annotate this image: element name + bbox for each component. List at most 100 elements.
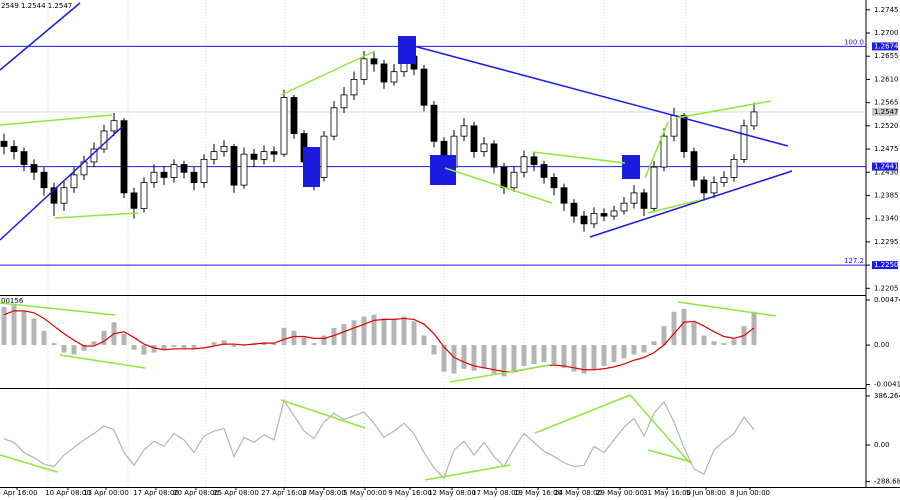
candle-body xyxy=(500,166,508,189)
level-label: 1.2441 xyxy=(874,163,899,171)
histogram-bar xyxy=(651,341,657,346)
candle-body xyxy=(650,166,658,209)
candle-body xyxy=(530,156,538,165)
zone-box xyxy=(622,155,640,179)
histogram-bar xyxy=(671,311,677,346)
y-tick-label: 1.2340 xyxy=(874,215,899,223)
x-tick-label: 19 May 16:00 xyxy=(514,489,562,497)
histogram-bar xyxy=(91,341,97,346)
divergence-line xyxy=(647,199,701,214)
y-tick-label: 1.2475 xyxy=(874,145,899,153)
histogram-bar xyxy=(701,335,707,346)
fib-label: 100.0 xyxy=(844,38,864,46)
candle-body xyxy=(130,192,138,209)
y-tick-label: 1.2430 xyxy=(874,168,899,176)
histogram-bar xyxy=(211,342,217,346)
x-tick-label: 17 May 08:00 xyxy=(472,489,520,497)
y-tick-label: 1.2295 xyxy=(874,238,899,246)
histogram-bar xyxy=(191,345,197,349)
y-tick-label: 386.2645 xyxy=(874,392,900,400)
candle-body xyxy=(690,151,698,181)
candle-body xyxy=(230,146,238,186)
histogram-bar xyxy=(141,345,147,355)
divergence-line xyxy=(647,449,693,463)
candle-body xyxy=(320,135,328,178)
histogram-bar xyxy=(481,345,487,369)
divergence-line xyxy=(280,50,376,96)
candle-body xyxy=(750,111,758,127)
histogram-bar xyxy=(581,345,587,374)
histogram-bar xyxy=(621,345,627,359)
histogram-bar xyxy=(281,327,287,346)
candle-body xyxy=(660,135,668,168)
histogram-bar xyxy=(71,345,77,355)
y-tick-label: 1.2655 xyxy=(874,52,899,60)
last-price-tag xyxy=(872,107,898,116)
divergence-line xyxy=(424,464,511,481)
trend-line xyxy=(589,170,793,238)
candle-body xyxy=(720,177,728,183)
level-tag xyxy=(872,261,898,270)
candle-body xyxy=(630,192,638,204)
labels: 2549 1.2544 1.2547 00156 xyxy=(1,2,72,305)
candle-body xyxy=(700,179,708,194)
level-tag xyxy=(872,42,898,51)
candle-body xyxy=(420,68,428,106)
histogram-bar xyxy=(291,330,297,346)
histogram-bar xyxy=(461,345,467,369)
y-tick-label: -288.682 xyxy=(874,478,900,486)
candle-body xyxy=(560,187,568,204)
divergence-line xyxy=(280,399,366,429)
candle-body xyxy=(360,58,368,80)
histogram-bar xyxy=(411,321,417,346)
candle-body xyxy=(240,153,248,186)
candle-body xyxy=(710,182,718,194)
candle-body xyxy=(10,146,18,153)
candle-body xyxy=(160,171,168,178)
candle-body xyxy=(600,213,608,217)
candle-body xyxy=(620,202,628,212)
candle-body xyxy=(70,174,78,189)
y-tick-label: 1.2520 xyxy=(874,122,899,130)
candle-body xyxy=(740,125,748,160)
candle-body xyxy=(640,192,648,209)
histogram-bar xyxy=(11,305,17,346)
indicator-label: 00156 xyxy=(1,297,24,305)
histogram-bar xyxy=(721,343,727,346)
candle-body xyxy=(170,164,178,178)
histogram-bar xyxy=(641,345,647,353)
candle-body xyxy=(260,151,268,160)
last-price-label: 1.2547 xyxy=(874,108,899,116)
candle-body xyxy=(460,125,468,137)
histogram-bar xyxy=(21,311,27,346)
candle-body xyxy=(330,107,338,137)
annotations xyxy=(0,2,793,481)
x-tick-label: 10 Apr 08:00 xyxy=(45,489,91,497)
x-tick-label: 17 Apr 08:00 xyxy=(133,489,179,497)
histogram-bar xyxy=(421,335,427,346)
divergence-line xyxy=(675,100,772,119)
candle-body xyxy=(510,171,518,189)
candle-body xyxy=(380,63,388,83)
y-tick-label: 1.2565 xyxy=(874,99,899,107)
signal-line xyxy=(3,310,755,373)
histogram-bar xyxy=(441,345,447,372)
candle-body xyxy=(250,153,258,160)
histogram-bar xyxy=(121,333,127,346)
histogram-bar xyxy=(551,345,557,365)
histogram-bar xyxy=(631,345,637,355)
candle-body xyxy=(680,115,688,153)
histogram-bar xyxy=(41,330,47,346)
candle-body xyxy=(0,140,8,147)
histogram-bar xyxy=(451,345,457,374)
histogram-bar xyxy=(311,343,317,346)
histogram-bar xyxy=(391,319,397,346)
histogram-bar xyxy=(681,308,687,346)
candle-body xyxy=(40,171,48,189)
candle-body xyxy=(350,79,358,96)
y-tick-label: 1.2700 xyxy=(874,29,899,37)
histogram-bar xyxy=(301,337,307,346)
candle-body xyxy=(490,143,498,168)
divergence-line xyxy=(0,302,116,316)
trend-line xyxy=(409,44,789,147)
